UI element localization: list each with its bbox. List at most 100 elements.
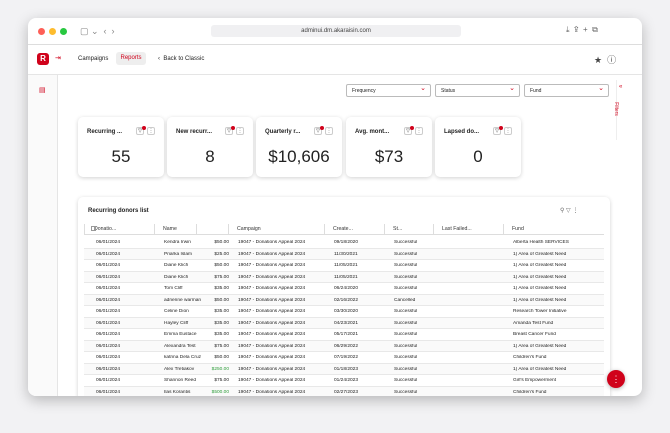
cell-status: Successful <box>394 240 418 245</box>
cell-status: Successful <box>394 251 418 257</box>
kpi-menu[interactable]: ⋮ <box>415 127 423 135</box>
cell-name: Priarka Islam <box>164 251 192 257</box>
cell-created: 02/16/2022 <box>334 297 359 303</box>
cell-fund: Alberta Health SERVICES <box>513 240 569 245</box>
cell-campaign: 19047 - Donations Appeal 2024 <box>238 263 306 268</box>
column-header[interactable]: Fund <box>512 226 524 232</box>
cell-fund: 1) Area of Greatest Need <box>513 251 567 257</box>
table-row[interactable]: 06/01/2024 Diane Klich $75.00 19047 - Donat… <box>84 271 604 283</box>
cell-amount: $25.00 <box>214 251 229 257</box>
sidebar-icon[interactable]: ▤ <box>39 87 46 94</box>
column-header[interactable]: Name <box>163 226 177 232</box>
table-row[interactable]: 06/01/2024 Diane Klich $50.00 19047 - Donat… <box>84 260 604 272</box>
table-row[interactable]: 06/01/2024 katrina Dela Cruz $50.00 19047 -… <box>84 352 604 364</box>
cell-amount: $50.00 <box>214 355 229 360</box>
kpi-filter-icon[interactable]: ▽ <box>493 127 501 135</box>
logo[interactable]: R <box>37 53 49 65</box>
kpi-menu[interactable]: ⋮ <box>236 127 244 135</box>
cell-name: Diane Klich <box>164 263 189 268</box>
zoom-button[interactable] <box>60 28 67 35</box>
minimize-button[interactable] <box>49 28 56 35</box>
kpi-card: Recurring ... 55 ▽ ⋮ <box>78 117 164 177</box>
kpi-filter-icon[interactable]: ▽ <box>136 127 144 135</box>
column-header[interactable]: Create... <box>333 226 353 232</box>
column-divider <box>503 224 504 234</box>
filter-status[interactable]: Status <box>435 84 520 97</box>
cell-name: Alexandra Test <box>164 343 196 349</box>
column-header[interactable]: Donatio... <box>94 226 117 232</box>
filter-frequency[interactable]: Frequency <box>346 84 431 97</box>
cell-amount: $500.00 <box>211 389 229 395</box>
table-row[interactable]: 06/01/2024 Emma Eustace $35.00 19047 - Dona… <box>84 329 604 341</box>
cell-campaign: 19047 - Donations Appeal 2024 <box>238 332 306 337</box>
table-row[interactable]: 06/01/2024 Kendra Irwin $50.00 19047 - Dona… <box>84 237 604 249</box>
back-link[interactable]: ‹ Back to Classic <box>158 56 205 62</box>
divider <box>28 44 642 45</box>
nav-campaigns[interactable]: Campaigns <box>78 56 109 62</box>
cell-status: Cancelled <box>394 297 416 303</box>
cell-date: 06/01/2024 <box>96 355 121 360</box>
cell-created: 11/30/2021 <box>334 251 358 257</box>
cell-name: Hayley Cliff <box>164 320 189 326</box>
nav-reports[interactable]: Reports <box>116 52 146 65</box>
cell-campaign: 19047 - Donations Appeal 2024 <box>238 286 306 291</box>
fab-button[interactable]: ⋮ <box>607 370 625 388</box>
cell-campaign: 19047 - Donations Appeal 2024 <box>238 389 306 395</box>
column-header[interactable]: Campaign <box>237 226 261 232</box>
address-bar[interactable]: adminui.dm.akaraisin.com <box>211 25 461 37</box>
table-row[interactable]: 06/01/2024 Priarka Islam $25.00 19047 - Don… <box>84 248 604 260</box>
table-row[interactable]: 06/01/2024 adrienne warman $50.00 19047 - D… <box>84 294 604 306</box>
toolbar-icons[interactable]: ▢ ⌄ ‹ › <box>80 26 115 36</box>
cell-status: Successful <box>394 286 418 291</box>
cell-fund: 1) Area of Greatest Need <box>513 286 567 291</box>
table-row[interactable]: 06/01/2024 Celine Dion $35.00 19047 - Donat… <box>84 306 604 318</box>
divider <box>28 74 642 75</box>
cell-amount: $75.00 <box>214 274 229 280</box>
cell-created: 11/05/2021 <box>334 274 358 280</box>
header-icons[interactable]: ★ ⓘ <box>594 55 617 65</box>
filter-fund[interactable]: Fund <box>524 84 609 97</box>
collapse-icon[interactable]: ⇥ <box>55 55 61 62</box>
kpi-title: New recurr... <box>176 129 213 135</box>
cell-name: Emma Eustace <box>164 332 197 337</box>
kpi-filter-icon[interactable]: ▽ <box>314 127 322 135</box>
browser-actions[interactable]: ⤓ ⇪ + ⧉ <box>566 25 598 34</box>
cell-name: Alex Tretiakov <box>164 366 195 372</box>
filters-tab[interactable]: «Filters <box>613 80 628 140</box>
column-header[interactable]: Last Failed... <box>442 226 472 232</box>
table-row[interactable]: 06/01/2024 Shannon Reed $75.00 19047 - Dona… <box>84 375 604 387</box>
cell-campaign: 19047 - Donations Appeal 2024 <box>238 309 306 314</box>
column-header[interactable]: St... <box>393 226 403 232</box>
cell-campaign: 19047 - Donations Appeal 2024 <box>238 355 306 360</box>
cell-status: Successful <box>394 389 418 395</box>
cell-created: 03/30/2020 <box>334 309 359 314</box>
cell-campaign: 19047 - Donations Appeal 2024 <box>238 343 306 349</box>
table-actions[interactable]: ⚲ ▽ ⋮ <box>560 208 579 214</box>
cell-name: Ilas Korantis <box>164 389 191 395</box>
kpi-menu[interactable]: ⋮ <box>325 127 333 135</box>
kpi-menu[interactable]: ⋮ <box>504 127 512 135</box>
kpi-filter-icon[interactable]: ▽ <box>225 127 233 135</box>
close-button[interactable] <box>38 28 45 35</box>
cell-created: 02/27/2023 <box>334 389 359 395</box>
table-row[interactable]: 06/01/2024 Alex Tretiakov $250.00 19047 - D… <box>84 363 604 375</box>
table-row[interactable]: 06/01/2024 Tom Cliff $35.00 19047 - Donatio… <box>84 283 604 295</box>
cell-date: 06/01/2024 <box>96 378 121 383</box>
cell-amount: $35.00 <box>214 332 229 337</box>
column-divider <box>228 224 229 234</box>
cell-status: Successful <box>394 332 418 337</box>
table-row[interactable]: 06/01/2024 Alexandra Test $75.00 19047 - Do… <box>84 340 604 352</box>
kpi-badge <box>320 126 324 130</box>
kpi-card: Quarterly r... $10,606 ▽ ⋮ <box>256 117 342 177</box>
cell-amount: $35.00 <box>214 309 229 314</box>
cell-fund: Research Tower Initiative <box>513 309 567 314</box>
kpi-menu[interactable]: ⋮ <box>147 127 155 135</box>
table-row[interactable]: 06/01/2024 Hayley Cliff $35.00 19047 - Dona… <box>84 317 604 329</box>
kpi-title: Quarterly r... <box>265 129 301 135</box>
kpi-filter-icon[interactable]: ▽ <box>404 127 412 135</box>
cell-created: 11/05/2021 <box>334 263 358 268</box>
cell-fund: Girl's Empowerment <box>513 378 557 383</box>
kpi-value: 8 <box>205 147 215 166</box>
cell-date: 06/01/2024 <box>96 320 121 326</box>
table-row[interactable]: 06/01/2024 Ilas Korantis $500.00 19047 - Do… <box>84 386 604 396</box>
